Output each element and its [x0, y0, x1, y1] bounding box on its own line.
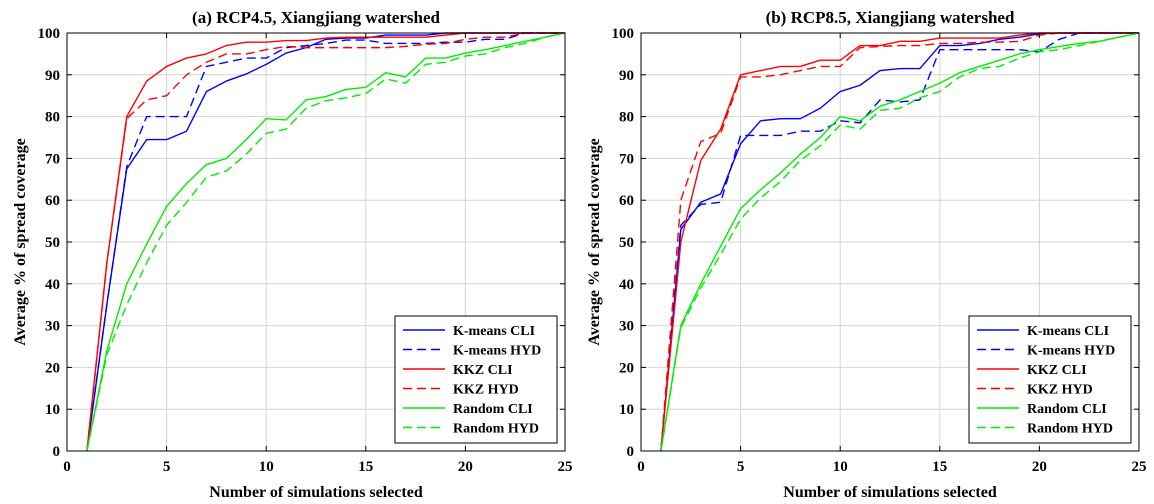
panel-a-x-tick-label: 5 — [163, 459, 171, 475]
panel-b-y-tick-label: 20 — [619, 360, 634, 376]
panel-a-series-k-means-hyd — [86, 32, 565, 452]
panel-b-y-tick-label: 40 — [619, 277, 634, 293]
panel-b: (b) RCP8.5, Xiangjiang watershed Number … — [586, 8, 1147, 501]
panel-a-y-tick-label: 60 — [45, 193, 60, 209]
panel-a-series-group — [86, 32, 566, 452]
panel-a-legend-label-kkz-hyd: KKZ HYD — [453, 383, 519, 398]
panel-b-y-tick-label: 10 — [619, 402, 634, 418]
panel-b-series-random-cli — [660, 32, 1140, 452]
panel-a-legend-label-random-cli: Random CLI — [453, 402, 533, 417]
panel-b-y-tick-label: 50 — [619, 235, 634, 251]
panel-a-series-random-hyd — [86, 32, 566, 452]
panel-a-x-axis-label: Number of simulations selected — [209, 484, 423, 501]
panel-b-legend-label-kkz-hyd: KKZ HYD — [1027, 383, 1093, 398]
panel-a-y-tick-label: 40 — [45, 277, 60, 293]
panel-b-series-random-hyd — [660, 32, 1140, 452]
panel-b-y-tick-label: 80 — [619, 110, 634, 126]
panel-a-y-tick-label: 20 — [45, 360, 60, 376]
panel-a-x-tick-label: 25 — [558, 459, 573, 475]
panel-b-x-tick-label: 20 — [1032, 459, 1047, 475]
panel-b-y-tick-label: 0 — [627, 444, 635, 460]
panel-a-y-tick-label: 90 — [45, 68, 60, 84]
panel-b-legend-label-kkz-cli: KKZ CLI — [1027, 363, 1087, 378]
panel-b-title: (b) RCP8.5, Xiangjiang watershed — [766, 8, 1015, 27]
panel-b-y-tick-label: 100 — [612, 26, 635, 42]
panel-a-x-tick-label: 10 — [259, 459, 274, 475]
panel-b-x-tick-label: 25 — [1132, 459, 1147, 475]
panel-a-y-tick-label: 10 — [45, 402, 60, 418]
panel-a-x-tick-label: 15 — [358, 459, 373, 475]
panel-a-legend-label-random-hyd: Random HYD — [453, 422, 539, 437]
panel-a-y-tick-label: 80 — [45, 110, 60, 126]
panel-a-y-tick-label: 0 — [53, 444, 61, 460]
panel-b-legend-label-random-hyd: Random HYD — [1027, 422, 1113, 437]
panel-b-y-tick-label: 30 — [619, 319, 634, 335]
panel-a-legend-box — [394, 315, 558, 444]
panel-a-title: (a) RCP4.5, Xiangjiang watershed — [192, 8, 440, 27]
panel-b-y-tick-label: 60 — [619, 193, 634, 209]
panel-b-y-tick-label: 90 — [619, 68, 634, 84]
panel-a-x-tick-label: 20 — [458, 459, 473, 475]
panel-a-y-axis-label: Average % of spread coverage — [12, 138, 29, 345]
panel-b-x-tick-label: 0 — [637, 459, 645, 475]
panel-b-legend: K-means CLI K-means HYD KKZ CLI KKZ HYD Rand… — [968, 315, 1132, 444]
panel-b-x-tick-label: 10 — [833, 459, 848, 475]
panel-a-y-tick-label: 30 — [45, 319, 60, 335]
panel-a-legend-label-k-means-hyd: K-means HYD — [453, 344, 541, 359]
panel-a-legend-label-kkz-cli: KKZ CLI — [453, 363, 513, 378]
panel-b-series-k-means-hyd — [660, 32, 1139, 452]
panel-a-y-tick-label: 100 — [38, 26, 61, 42]
panel-b-x-axis-label: Number of simulations selected — [783, 484, 997, 501]
panel-b-y-tick-label: 70 — [619, 151, 634, 167]
panel-b-series-kkz-hyd — [660, 32, 1139, 452]
panel-b-ticks: 0 5 10 15 20 25 0 10 20 30 40 50 60 70 80 90 100 — [612, 26, 1147, 475]
panel-b-x-tick-label: 5 — [737, 459, 745, 475]
panel-a-ticks: 0 5 10 15 20 25 0 10 20 30 40 50 60 70 80 90 100 — [38, 26, 573, 475]
panel-a-legend: K-means CLI K-means HYD KKZ CLI KKZ HYD Rand… — [394, 315, 558, 444]
panel-a-series-random-cli — [86, 32, 566, 452]
panel-b-y-axis-label: Average % of spread coverage — [586, 138, 603, 345]
panel-a: (a) RCP4.5, Xiangjiang watershed Number … — [12, 8, 573, 501]
panel-a-legend-label-k-means-cli: K-means CLI — [453, 324, 535, 339]
panel-b-legend-label-random-cli: Random CLI — [1027, 402, 1107, 417]
panel-b-legend-box — [968, 315, 1132, 444]
panel-a-series-kkz-hyd — [86, 32, 565, 452]
panel-b-legend-label-k-means-cli: K-means CLI — [1027, 324, 1109, 339]
panel-a-y-tick-label: 50 — [45, 235, 60, 251]
panel-b-x-tick-label: 15 — [932, 459, 947, 475]
panel-a-x-tick-label: 0 — [63, 459, 71, 475]
panel-b-legend-label-k-means-hyd: K-means HYD — [1027, 344, 1115, 359]
panel-a-y-tick-label: 70 — [45, 151, 60, 167]
